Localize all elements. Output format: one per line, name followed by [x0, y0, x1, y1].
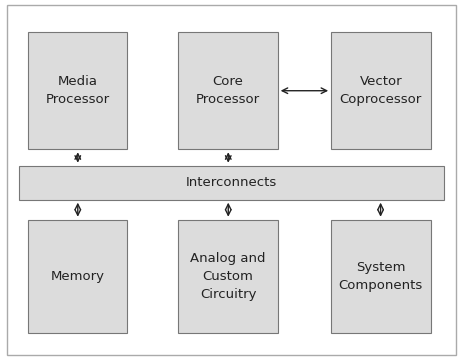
- Text: Core
Processor: Core Processor: [196, 75, 260, 107]
- Text: Memory: Memory: [50, 270, 105, 283]
- Text: Media
Processor: Media Processor: [45, 75, 110, 107]
- Text: System
Components: System Components: [339, 261, 423, 292]
- Text: Interconnects: Interconnects: [186, 176, 277, 189]
- Text: Vector
Coprocessor: Vector Coprocessor: [340, 75, 422, 107]
- Bar: [331, 220, 431, 333]
- Bar: [28, 32, 127, 149]
- Bar: [19, 166, 444, 200]
- Bar: [178, 220, 278, 333]
- Bar: [178, 32, 278, 149]
- Text: Analog and
Custom
Circuitry: Analog and Custom Circuitry: [190, 252, 266, 301]
- Bar: [28, 220, 127, 333]
- Bar: [331, 32, 431, 149]
